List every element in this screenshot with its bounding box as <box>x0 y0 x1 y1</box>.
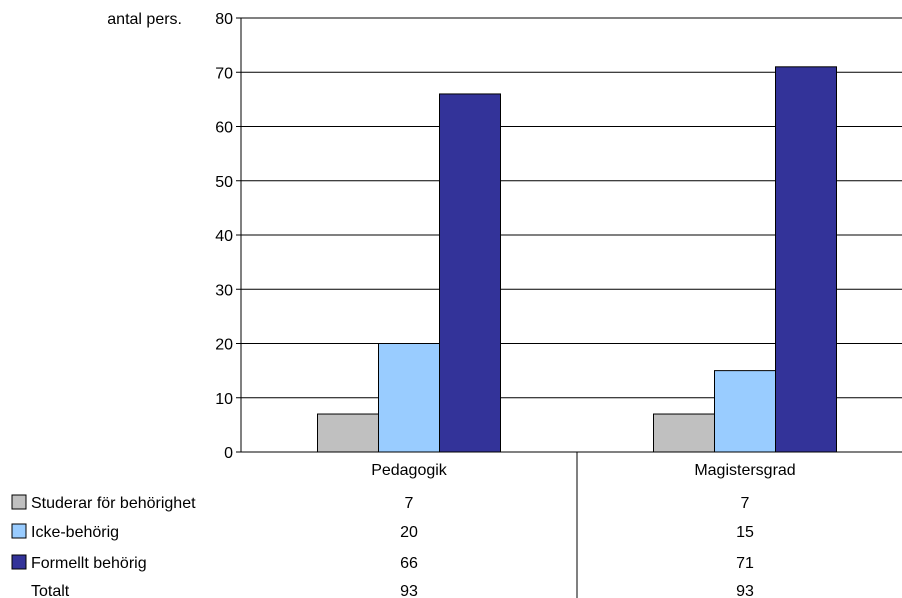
y-tick-label: 10 <box>215 391 233 408</box>
legend-label: Icke-behörig <box>31 524 119 541</box>
category-labels: Pedagogik Magistersgrad <box>371 462 796 479</box>
y-tick-label: 20 <box>215 337 233 354</box>
bar <box>653 413 715 453</box>
bar <box>378 343 440 453</box>
category-label: Magistersgrad <box>694 462 795 479</box>
gridlines <box>241 17 902 399</box>
table-cell: 71 <box>736 555 754 572</box>
table-cell: 66 <box>400 555 418 572</box>
total-cell: 93 <box>736 583 754 598</box>
y-tick-label: 0 <box>224 445 233 462</box>
data-table: Studerar för behörighet 7 7 Icke-behörig 20 1… <box>11 494 754 598</box>
bars <box>317 66 837 453</box>
y-tick-label: 40 <box>215 228 233 245</box>
bar <box>439 93 501 453</box>
y-tick-label: 60 <box>215 120 233 137</box>
legend-swatch <box>11 494 27 510</box>
y-axis-label: antal pers. <box>107 11 182 28</box>
table-cell: 20 <box>400 524 418 541</box>
bar <box>775 66 837 453</box>
legend-label: Formellt behörig <box>31 555 147 572</box>
legend-swatch <box>11 523 27 539</box>
table-cell: 7 <box>741 495 750 512</box>
bar <box>317 413 379 453</box>
category-label: Pedagogik <box>371 462 448 479</box>
legend-label: Studerar för behörighet <box>31 495 196 512</box>
legend-swatch <box>11 554 27 570</box>
y-tick-labels: 0 10 20 30 40 50 60 70 80 <box>215 11 241 462</box>
bar <box>714 370 776 453</box>
table-cell: 7 <box>405 495 414 512</box>
y-tick-label: 30 <box>215 282 233 299</box>
total-cell: 93 <box>400 583 418 598</box>
y-tick-label: 50 <box>215 174 233 191</box>
table-cell: 15 <box>736 524 754 541</box>
total-label: Totalt <box>31 583 70 598</box>
y-tick-label: 80 <box>215 11 233 28</box>
y-tick-label: 70 <box>215 65 233 82</box>
